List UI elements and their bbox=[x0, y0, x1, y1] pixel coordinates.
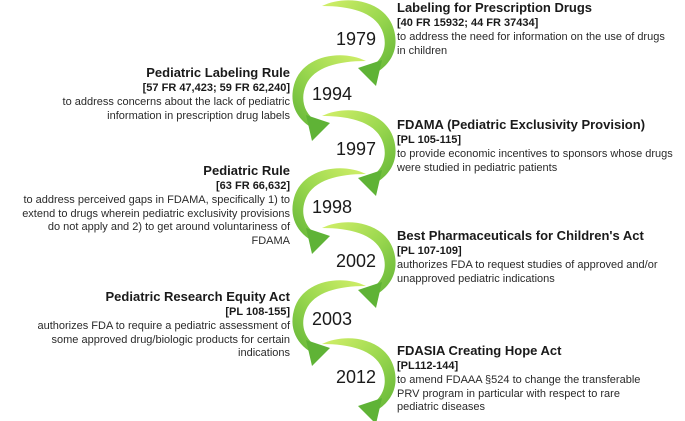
entry-1997: FDAMA (Pediatric Exclusivity Provision) … bbox=[397, 117, 677, 175]
entry-1979: Labeling for Prescription Drugs [40 FR 1… bbox=[397, 0, 667, 58]
entry-title: Labeling for Prescription Drugs bbox=[397, 0, 593, 15]
entry-title: Best Pharmaceuticals for Children's Act bbox=[397, 228, 644, 243]
entry-citation: [57 FR 47,423; 59 FR 62,240] bbox=[142, 82, 290, 94]
entry-1994: Pediatric Labeling Rule [57 FR 47,423; 5… bbox=[12, 65, 290, 123]
entry-description: to amend FDAAA §524 to change the transf… bbox=[397, 374, 641, 413]
year-label: 1997 bbox=[335, 139, 377, 159]
arrow-1997 bbox=[322, 110, 396, 196]
arrow-1998 bbox=[292, 168, 366, 254]
arrow-1994 bbox=[292, 55, 366, 141]
entry-description: authorizes FDA to require a pediatric as… bbox=[37, 320, 290, 359]
entry-description: to address perceived gaps in FDAMA, spec… bbox=[22, 194, 290, 247]
arrow-2003 bbox=[292, 280, 366, 366]
entry-citation: [PL 107-109] bbox=[397, 245, 462, 257]
entry-citation: [PL112-144] bbox=[397, 360, 459, 372]
entry-title: Pediatric Rule bbox=[203, 163, 290, 178]
entry-title: FDASIA Creating Hope Act bbox=[397, 343, 562, 358]
arrow-2002 bbox=[322, 222, 396, 308]
entry-1998: Pediatric Rule [63 FR 66,632] to address… bbox=[8, 163, 290, 248]
arrow-1979 bbox=[322, 0, 396, 86]
year-label: 2002 bbox=[335, 251, 377, 271]
entry-description: to address concerns about the lack of pe… bbox=[62, 96, 290, 122]
year-label: 1998 bbox=[311, 197, 353, 217]
entry-title: Pediatric Labeling Rule bbox=[146, 65, 290, 80]
entry-title: FDAMA (Pediatric Exclusivity Provision) bbox=[397, 117, 646, 132]
entry-title: Pediatric Research Equity Act bbox=[105, 289, 290, 304]
entry-description: authorizes FDA to request studies of app… bbox=[397, 259, 658, 285]
arrow-2012 bbox=[322, 338, 396, 421]
entry-citation: [PL 105-115] bbox=[397, 134, 462, 146]
entry-citation: [63 FR 66,632] bbox=[216, 180, 290, 192]
entry-description: to provide economic incentives to sponso… bbox=[397, 148, 673, 174]
entry-citation: [40 FR 15932; 44 FR 37434] bbox=[397, 17, 539, 29]
entry-description: to address the need for information on t… bbox=[397, 31, 665, 57]
year-label: 1979 bbox=[335, 29, 377, 49]
year-label: 2012 bbox=[335, 367, 377, 387]
year-label: 1994 bbox=[311, 84, 353, 104]
year-label: 2003 bbox=[311, 309, 353, 329]
entry-2002: Best Pharmaceuticals for Children's Act … bbox=[397, 228, 682, 286]
entry-2003: Pediatric Research Equity Act [PL 108-15… bbox=[8, 289, 290, 361]
entry-citation: [PL 108-155] bbox=[225, 306, 290, 318]
entry-2012: FDASIA Creating Hope Act [PL112-144] to … bbox=[397, 343, 657, 415]
